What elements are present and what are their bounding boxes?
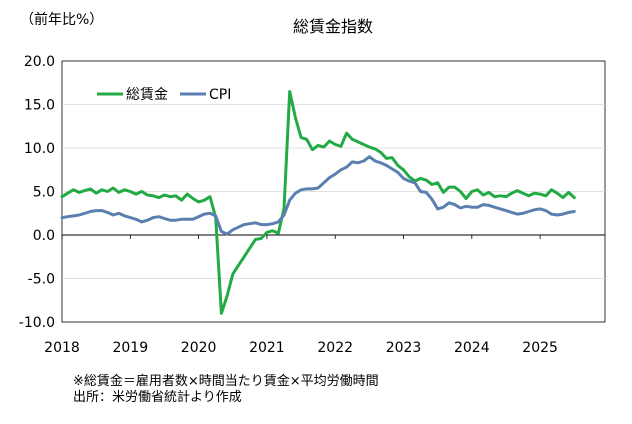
series-layer xyxy=(60,90,576,315)
legend-label-total-wages: 総賃金 xyxy=(126,87,168,103)
x-axis-ticks: 2018 2019 2020 2021 2022 2023 2024 2025 xyxy=(44,235,558,356)
series-line-total-wages xyxy=(60,90,576,315)
x-tick-label: 2022 xyxy=(317,340,353,356)
y-tick-label: -10.0 xyxy=(19,315,55,331)
x-tick-label: 2020 xyxy=(181,340,217,356)
legend-label-cpi: CPI xyxy=(209,87,231,103)
y-axis-unit-label: （前年比%） xyxy=(20,11,103,28)
x-tick-label: 2019 xyxy=(112,340,148,356)
chart-title: 総賃金指数 xyxy=(293,17,373,36)
y-tick-label: 0.0 xyxy=(33,228,55,244)
y-tick-label: 15.0 xyxy=(24,98,55,114)
series-line-cpi xyxy=(60,155,576,236)
x-tick-label: 2024 xyxy=(454,340,490,356)
x-tick-label: 2018 xyxy=(44,340,80,356)
y-tick-label: 5.0 xyxy=(33,185,55,201)
y-axis-ticks: 20.0 15.0 10.0 5.0 0.0 -5.0 -10.0 xyxy=(19,54,55,331)
x-tick-label: 2023 xyxy=(386,340,422,356)
x-tick-label: 2025 xyxy=(522,340,558,356)
x-tick-label: 2021 xyxy=(249,340,285,356)
legend: 総賃金 CPI xyxy=(97,87,231,103)
y-tick-label: 10.0 xyxy=(24,141,55,157)
footnote-definition: ※総賃金＝雇用者数×時間当たり賃金×平均労働時間 xyxy=(73,374,379,389)
footnote-source: 出所：米労働省統計より作成 xyxy=(73,390,242,405)
y-tick-label: 20.0 xyxy=(24,54,55,70)
y-tick-label: -5.0 xyxy=(28,272,55,288)
